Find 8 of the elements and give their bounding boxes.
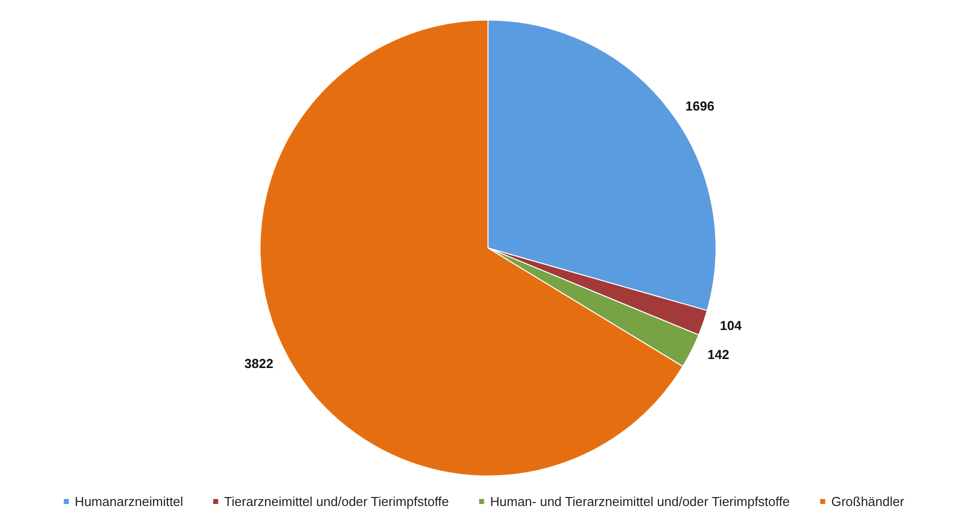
data-label: 104 [720,318,742,334]
legend-label: Humanarzneimittel [74,494,184,509]
legend-label: Human- und Tierarzneimittel und/oder Tierimpfstoffe [490,494,790,509]
legend-label: Tierarzneimittel und/oder Tierimpfstoffe [224,494,449,509]
data-label: 3822 [244,356,274,372]
data-label: 1696 [685,98,714,114]
legend-label: Großhändler [831,494,905,509]
data-label: 142 [708,347,730,362]
